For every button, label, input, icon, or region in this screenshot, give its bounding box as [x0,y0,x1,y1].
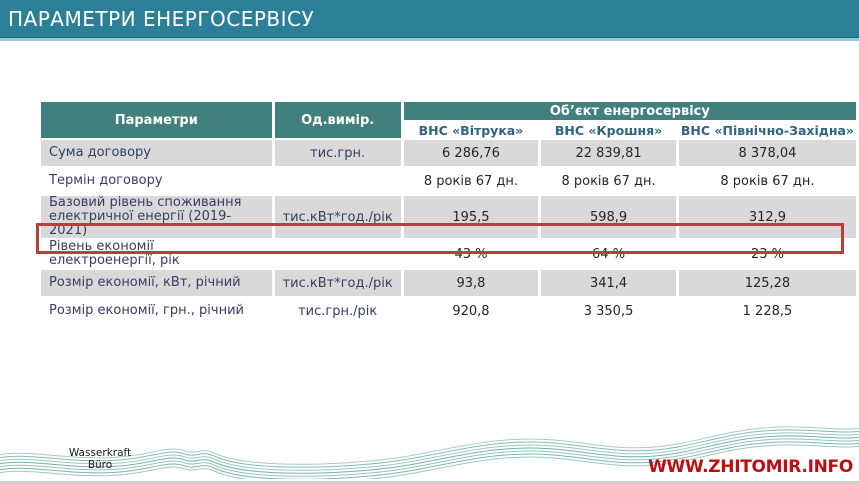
row-label: Сума договору [41,140,272,166]
row-value: 1 228,5 [678,298,856,324]
row-unit: тис.грн. [274,140,401,166]
table-row: Сума договору тис.грн. 6 286,76 22 839,8… [41,140,856,166]
group-column-header: Об’єкт енергосервісу [403,102,856,120]
row-value: 8 років 67 дн. [678,168,856,194]
row-unit: тис.кВт*год./рік [274,270,401,296]
row-value: 43 % [403,240,539,268]
site-column-header-kroshnya: ВНС «Крошня» [541,122,676,138]
title-underline [0,38,859,41]
site-url-watermark: WWW.ZHITOMIR.INFO [648,457,853,477]
row-unit [274,240,401,268]
row-label: Розмір економії, кВт, річний [41,270,272,296]
slide-title: ПАРАМЕТРИ ЕНЕРГОСЕРВІСУ [8,6,315,31]
row-value: 195,5 [403,196,539,238]
bottom-divider [0,481,859,484]
site-column-header-pivnichno: ВНС «Північно-Західна» [678,122,856,138]
table-row: Термін договору 8 років 67 дн. 8 років 6… [41,168,856,194]
row-label: Розмір економії, грн., річний [41,298,272,324]
table-row: Розмір економії, кВт, річний тис.кВт*год… [41,270,856,296]
row-value: 125,28 [678,270,856,296]
param-column-header: Параметри [41,102,272,138]
table-row: Розмір економії, грн., річний тис.грн./р… [41,298,856,324]
row-unit: тис.грн./рік [274,298,401,324]
row-label: Базовий рівень споживання електричної ен… [41,196,272,238]
row-label: Рівень економії електроенергії, рік [41,240,272,268]
row-value: 8 378,04 [678,140,856,166]
row-value: 6 286,76 [403,140,539,166]
row-value: 312,9 [678,196,856,238]
row-value: 93,8 [403,270,539,296]
table-container: Параметри Од.вимір. Об’єкт енергосервісу… [38,100,859,326]
row-value: 64 % [541,240,676,268]
unit-column-header: Од.вимір. [274,102,401,138]
logo-line-1: Wasserkraft [68,447,132,459]
row-label: Термін договору [41,168,272,194]
row-value: 8 років 67 дн. [403,168,539,194]
row-value: 23 % [678,240,856,268]
row-unit: тис.кВт*год./рік [274,196,401,238]
row-value: 341,4 [541,270,676,296]
logo-line-2: Büro [87,459,113,471]
energy-service-table: Параметри Од.вимір. Об’єкт енергосервісу… [38,100,859,326]
row-value: 920,8 [403,298,539,324]
slide-title-bar: ПАРАМЕТРИ ЕНЕРГОСЕРВІСУ [0,0,859,38]
site-column-header-vitruka: ВНС «Вітрука» [403,122,539,138]
table-row: Базовий рівень споживання електричної ен… [41,196,856,238]
row-value: 3 350,5 [541,298,676,324]
table-row-highlighted: Рівень економії електроенергії, рік 43 %… [41,240,856,268]
row-value: 22 839,81 [541,140,676,166]
row-value: 598,9 [541,196,676,238]
row-unit [274,168,401,194]
wasserkraft-logo: Wasserkraft Büro [30,447,170,471]
row-value: 8 років 67 дн. [541,168,676,194]
